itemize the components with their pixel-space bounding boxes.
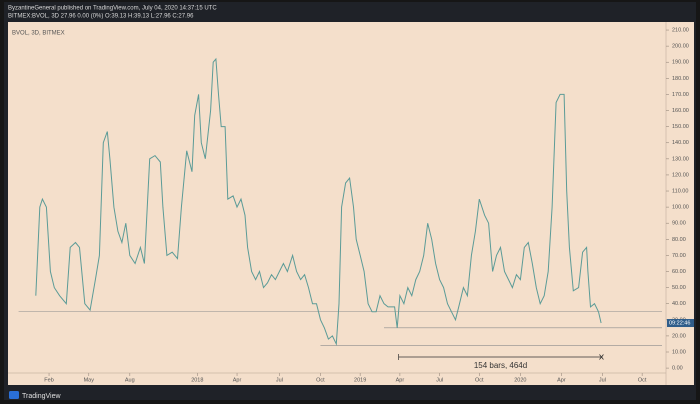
y-tick-label: 40.00 — [672, 301, 686, 307]
legend: BVOL, 3D, BITMEX — [12, 31, 65, 37]
x-tick-label: Feb — [44, 377, 53, 383]
y-tick-label: 80.00 — [672, 237, 686, 243]
y-tick-label: 210.00 — [672, 28, 689, 34]
brand: TradingView — [22, 393, 61, 400]
range-arrow — [599, 354, 604, 360]
y-tick-label: 70.00 — [672, 253, 686, 259]
price-line — [35, 57, 602, 346]
x-tick-label: Oct — [316, 377, 325, 383]
y-tick-label: 120.00 — [672, 172, 689, 178]
y-tick-label: 180.00 — [672, 76, 689, 82]
x-tick-label: 2018 — [191, 377, 203, 383]
x-tick-label: 2019 — [354, 377, 366, 383]
y-tick-label: 50.00 — [672, 285, 686, 291]
x-tick-label: Apr — [233, 377, 242, 383]
y-tick-label: 100.00 — [672, 205, 689, 211]
footer: TradingView — [9, 391, 61, 400]
y-tick-label: 160.00 — [672, 108, 689, 114]
y-tick-label: 10.00 — [672, 349, 686, 355]
chart-background — [8, 22, 694, 385]
y-tick-label: 130.00 — [672, 156, 689, 162]
x-tick-label: Apr — [396, 377, 405, 383]
y-tick-label: 0.00 — [672, 366, 683, 372]
logo — [9, 391, 19, 399]
x-tick-label: Jul — [276, 377, 283, 383]
y-tick-label: 150.00 — [672, 124, 689, 130]
y-tick-label: 170.00 — [672, 92, 689, 98]
x-tick-label: May — [84, 377, 95, 383]
x-tick-label: Apr — [557, 377, 566, 383]
x-tick-label: Aug — [125, 377, 135, 383]
y-tick-label: 110.00 — [672, 188, 688, 194]
x-tick-label: Oct — [475, 377, 484, 383]
y-tick-label: 190.00 — [672, 60, 689, 66]
last-value-box — [667, 319, 694, 328]
x-tick-label: Jul — [436, 377, 443, 383]
last-value-label: 09:22:46 — [669, 320, 690, 326]
symbol-info: BITMEX:BVOL, 3D 27.96 0.00 (0%) O:39.13 … — [8, 14, 194, 20]
y-tick-label: 200.00 — [672, 44, 689, 50]
range-label: 154 bars, 464d — [474, 361, 527, 370]
y-tick-label: 90.00 — [672, 221, 686, 227]
publish-info: ByzantineGeneral published on TradingVie… — [8, 6, 217, 12]
y-tick-label: 20.00 — [672, 333, 686, 339]
y-tick-label: 140.00 — [672, 140, 689, 146]
x-tick-label: 2020 — [514, 377, 526, 383]
x-tick-label: Jul — [599, 377, 606, 383]
x-tick-label: Oct — [638, 377, 647, 383]
y-tick-label: 60.00 — [672, 269, 686, 275]
